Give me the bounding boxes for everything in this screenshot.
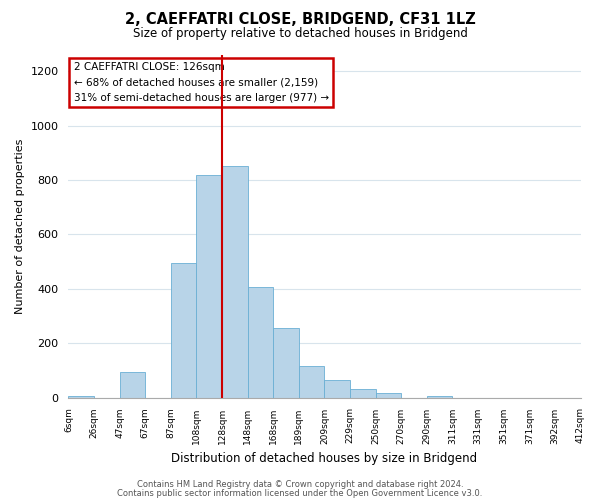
Text: Contains HM Land Registry data © Crown copyright and database right 2024.: Contains HM Land Registry data © Crown c…	[137, 480, 463, 489]
Text: 2, CAEFFATRI CLOSE, BRIDGEND, CF31 1LZ: 2, CAEFFATRI CLOSE, BRIDGEND, CF31 1LZ	[125, 12, 475, 28]
Bar	[119, 372, 145, 398]
Bar	[68, 396, 94, 398]
Bar	[376, 394, 401, 398]
Bar	[248, 288, 273, 398]
Bar	[171, 263, 196, 398]
Bar	[299, 366, 325, 398]
Text: Contains public sector information licensed under the Open Government Licence v3: Contains public sector information licen…	[118, 488, 482, 498]
Bar	[196, 174, 222, 398]
Bar	[427, 396, 452, 398]
Bar	[325, 380, 350, 398]
Bar	[350, 390, 376, 398]
Bar	[273, 328, 299, 398]
X-axis label: Distribution of detached houses by size in Bridgend: Distribution of detached houses by size …	[172, 452, 478, 465]
Bar	[222, 166, 248, 398]
Text: 2 CAEFFATRI CLOSE: 126sqm
← 68% of detached houses are smaller (2,159)
31% of se: 2 CAEFFATRI CLOSE: 126sqm ← 68% of detac…	[74, 62, 329, 103]
Text: Size of property relative to detached houses in Bridgend: Size of property relative to detached ho…	[133, 28, 467, 40]
Y-axis label: Number of detached properties: Number of detached properties	[15, 138, 25, 314]
